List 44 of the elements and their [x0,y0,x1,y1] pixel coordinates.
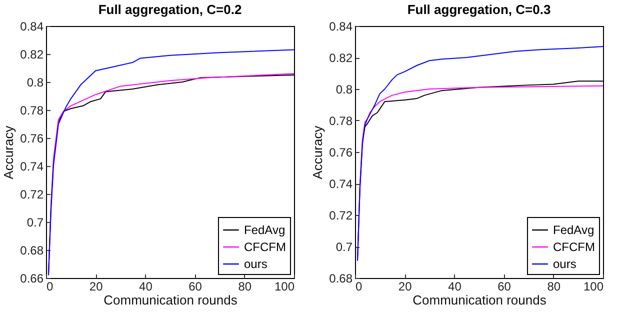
chart-title: Full aggregation, C=0.3 [407,2,551,17]
x-axis-title: Communication rounds [412,292,547,308]
y-tick-label: 0.82 [329,51,353,65]
x-tick-label: 60 [498,280,512,294]
x-tick-label: 100 [583,280,604,294]
legend-label: FedAvg [244,223,286,237]
y-tick-label: 0.8 [336,82,353,96]
y-tick-label: 0.76 [329,146,353,160]
y-axis-title: Accuracy [310,125,326,180]
y-tick-label: 0.82 [20,48,44,62]
y-tick-label: 0.72 [20,188,44,202]
x-axis-title: Communication rounds [104,292,238,308]
y-tick-label: 0.7 [26,216,44,230]
x-tick-label: 80 [547,280,561,294]
y-tick-label: 0.72 [329,208,353,222]
x-tick-label: 0 [46,280,54,294]
y-tick-label: 0.8 [26,76,44,90]
line-series [356,46,603,262]
y-tick-label: 0.84 [20,20,44,34]
y-tick-label: 0.74 [20,160,44,174]
x-tick-label: 80 [238,280,252,294]
y-tick-label: 0.68 [20,244,44,258]
y-tick-label: 0.68 [329,272,353,286]
y-tick-label: 0.78 [329,114,353,128]
y-axis-title: Accuracy [1,125,16,180]
y-tick-label: 0.74 [329,177,353,191]
chart-title: Full aggregation, C=0.2 [98,2,242,17]
y-tick-label: 0.78 [20,104,44,118]
legend-label: ours [553,257,576,271]
x-tick-label: 0 [356,280,362,294]
x-tick-label: 40 [139,280,153,294]
y-tick-label: 0.76 [20,132,44,146]
x-tick-label: 20 [89,280,104,294]
x-tick-label: 20 [398,280,412,294]
legend-label: FedAvg [553,223,594,237]
x-tick-label: 100 [274,280,295,294]
x-tick-label: 60 [188,280,202,294]
x-tick-label: 40 [448,280,462,294]
y-tick-label: 0.7 [336,240,353,254]
y-tick-label: 0.84 [329,20,353,34]
y-tick-label: 0.66 [20,272,44,286]
legend-label: CFCFM [553,240,595,254]
legend-label: CFCFM [244,240,286,254]
legend-label: ours [244,257,268,271]
